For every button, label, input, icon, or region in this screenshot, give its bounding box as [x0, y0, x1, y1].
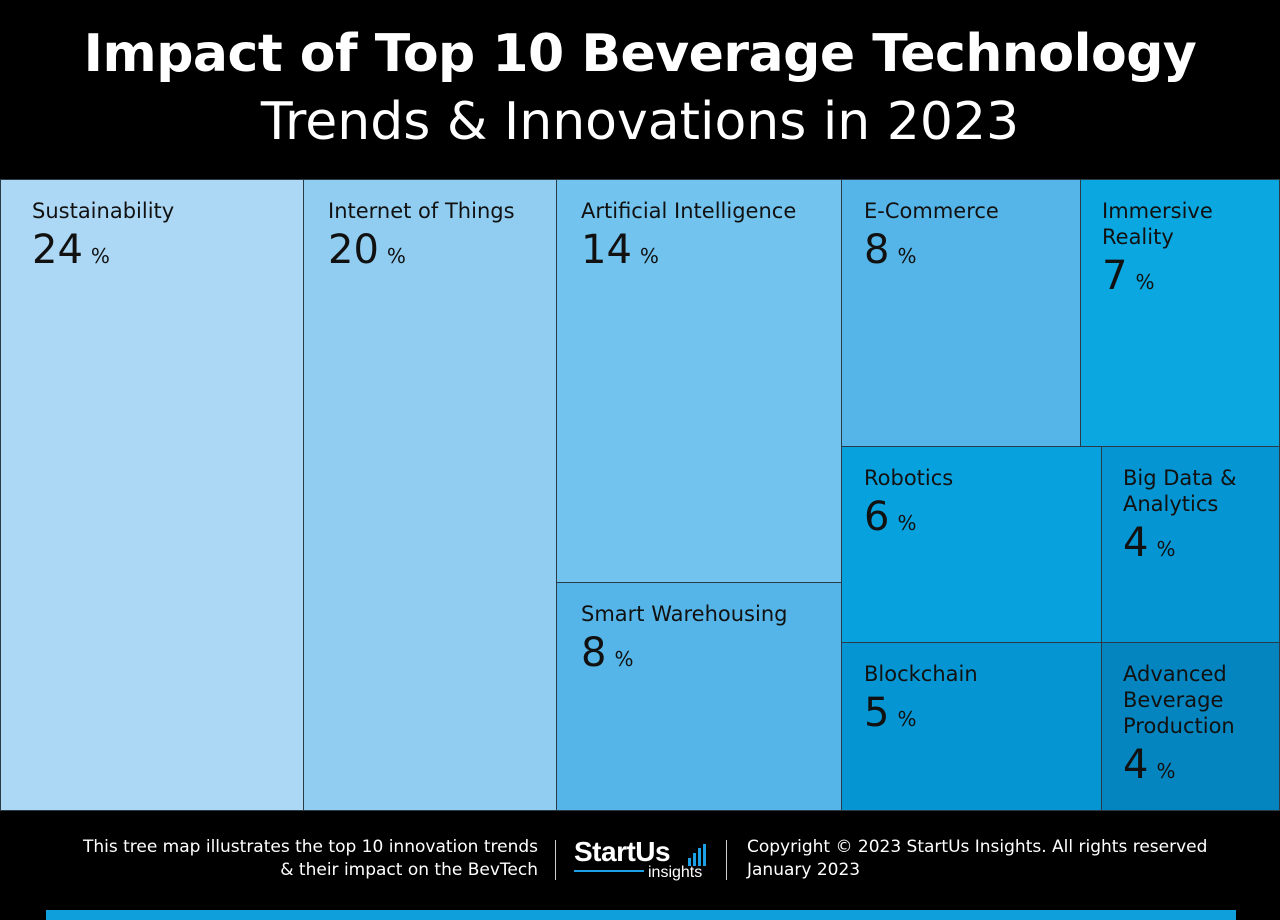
- tile-value-number: 7: [1102, 253, 1128, 299]
- tile-value: 7%: [1102, 254, 1154, 304]
- tile-value-number: 4: [1123, 742, 1149, 788]
- footer-description-line2: & their impact on the BevTech: [280, 860, 538, 880]
- tile-value-number: 6: [864, 494, 890, 540]
- logo-text: StartUs: [574, 836, 671, 867]
- tile-label: Advanced Beverage Production: [1123, 662, 1235, 738]
- tile-value: 4%: [1123, 521, 1175, 571]
- tile-value-unit: %: [1135, 270, 1155, 294]
- treemap-tile-advanced-beverage-production: Advanced Beverage Production 4%: [1101, 642, 1280, 811]
- treemap-tile-sustainability: Sustainability 24%: [0, 179, 304, 811]
- bottom-accent-bar: [46, 910, 1236, 920]
- footer-description-line1: This tree map illustrates the top 10 inn…: [82, 837, 538, 857]
- tile-value-unit: %: [639, 244, 659, 268]
- footer-divider-right: [726, 840, 727, 880]
- treemap-tile-blockchain: Blockchain 5%: [841, 642, 1102, 811]
- tile-value: 14%: [581, 228, 659, 278]
- tile-label: Sustainability: [32, 199, 175, 223]
- tile-value: 20%: [328, 228, 406, 278]
- logo-bars-icon: [688, 844, 708, 866]
- tile-value-unit: %: [90, 244, 110, 268]
- tile-label: Immersive Reality: [1102, 199, 1213, 249]
- footer-copyright: Copyright © 2023 StartUs Insights. All r…: [747, 837, 1208, 857]
- tile-value-number: 8: [864, 227, 890, 273]
- tile-value-unit: %: [386, 244, 406, 268]
- tile-value: 5%: [864, 691, 916, 741]
- footer-description: This tree map illustrates the top 10 inn…: [18, 836, 538, 882]
- tile-label: Robotics: [864, 466, 954, 490]
- tile-value-unit: %: [1156, 537, 1176, 561]
- tile-value-number: 20: [328, 227, 379, 273]
- tile-label: Internet of Things: [328, 199, 515, 223]
- tile-value-unit: %: [1156, 759, 1176, 783]
- tile-value: 24%: [32, 228, 110, 278]
- logo-subtext: insights: [648, 864, 703, 881]
- tile-value-number: 4: [1123, 520, 1149, 566]
- footer-divider-left: [555, 840, 556, 880]
- tile-value-unit: %: [614, 647, 634, 671]
- tile-label: Blockchain: [864, 662, 978, 686]
- treemap-tile-immersive-reality: Immersive Reality 7%: [1080, 179, 1280, 447]
- header: Impact of Top 10 Beverage Technology Tre…: [0, 0, 1280, 178]
- tile-value: 6%: [864, 495, 916, 545]
- treemap-tile-robotics: Robotics 6%: [841, 446, 1102, 643]
- tile-label: Artificial Intelligence: [581, 199, 797, 223]
- footer-copyright-block: Copyright © 2023 StartUs Insights. All r…: [747, 836, 1267, 882]
- treemap-tile-smart-warehousing: Smart Warehousing 8%: [556, 582, 842, 811]
- tile-value-number: 14: [581, 227, 632, 273]
- treemap-tile-e-commerce: E-Commerce 8%: [841, 179, 1081, 447]
- tile-label: Smart Warehousing: [581, 602, 788, 626]
- tile-label: E-Commerce: [864, 199, 999, 223]
- tile-value: 8%: [581, 631, 633, 681]
- footer: This tree map illustrates the top 10 inn…: [0, 812, 1280, 910]
- tile-label: Big Data & Analytics: [1123, 466, 1237, 516]
- tile-value-unit: %: [897, 511, 917, 535]
- treemap-tile-big-data-analytics: Big Data & Analytics 4%: [1101, 446, 1280, 643]
- tile-value-number: 8: [581, 630, 607, 676]
- chart-title: Impact of Top 10 Beverage Technology: [83, 24, 1197, 84]
- tile-value-unit: %: [897, 244, 917, 268]
- logo-underline: [574, 870, 644, 872]
- tile-value-number: 24: [32, 227, 83, 273]
- tile-value-unit: %: [897, 707, 917, 731]
- tile-value: 8%: [864, 228, 916, 278]
- chart-subtitle: Trends & Innovations in 2023: [260, 92, 1020, 152]
- footer-date: January 2023: [747, 860, 861, 880]
- treemap-tile-artificial-intelligence: Artificial Intelligence 14%: [556, 179, 842, 583]
- treemap-tile-internet-of-things: Internet of Things 20%: [303, 179, 557, 811]
- tile-value-number: 5: [864, 690, 890, 736]
- tile-value: 4%: [1123, 743, 1175, 793]
- treemap: Sustainability 24% Internet of Things 20% Ar…: [0, 179, 1280, 811]
- startus-logo: StartUs insights: [574, 836, 714, 886]
